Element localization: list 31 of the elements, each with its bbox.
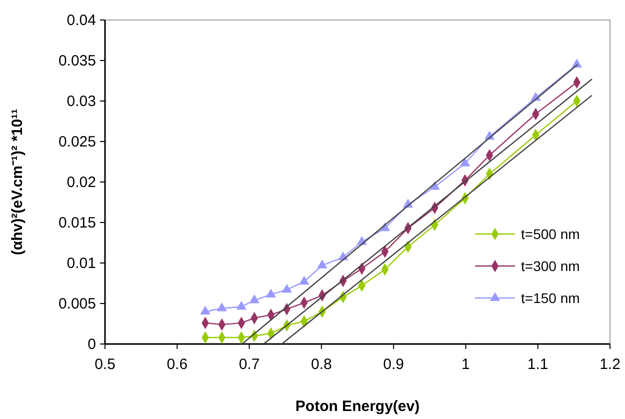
y-tick-label: 0.03 bbox=[66, 93, 96, 110]
x-tick-label: 0.6 bbox=[166, 356, 188, 373]
y-tick-label: 0.035 bbox=[58, 52, 96, 70]
x-tick-label: 1 bbox=[462, 356, 470, 373]
x-axis-title: Poton Energy(ev) bbox=[295, 398, 420, 415]
y-tick-label: 0.02 bbox=[66, 174, 96, 191]
y-tick-label: 0.025 bbox=[58, 134, 96, 150]
point bbox=[200, 306, 210, 315]
y-tick-label: 0.005 bbox=[58, 296, 96, 312]
x-tick-label: 0.9 bbox=[383, 356, 404, 373]
legend-label: t=150 nm bbox=[521, 290, 580, 306]
y-axis-title: (αhv)²(eV.cm⁻¹)² *10¹¹ bbox=[9, 108, 26, 256]
point bbox=[266, 288, 276, 298]
point bbox=[282, 284, 292, 293]
point bbox=[249, 294, 260, 304]
point bbox=[317, 260, 328, 268]
point bbox=[460, 157, 470, 166]
y-tick-label: 0.015 bbox=[58, 214, 96, 232]
x-tick-label: 1.1 bbox=[527, 356, 548, 373]
legend-label: t=300 nm bbox=[521, 258, 580, 274]
y-tick-label: 0.01 bbox=[66, 255, 96, 272]
y-tick-label: 0 bbox=[88, 336, 96, 353]
point bbox=[299, 276, 310, 285]
x-tick-label: 0.5 bbox=[94, 356, 116, 373]
y-tick-label: 0.04 bbox=[66, 12, 96, 29]
legend-label: t=500 nm bbox=[521, 226, 580, 242]
x-tick-label: 1.2 bbox=[600, 356, 620, 373]
x-tick-label: 0.7 bbox=[238, 356, 260, 373]
point bbox=[216, 302, 227, 312]
x-tick-label: 0.8 bbox=[311, 356, 332, 373]
point bbox=[236, 300, 246, 310]
